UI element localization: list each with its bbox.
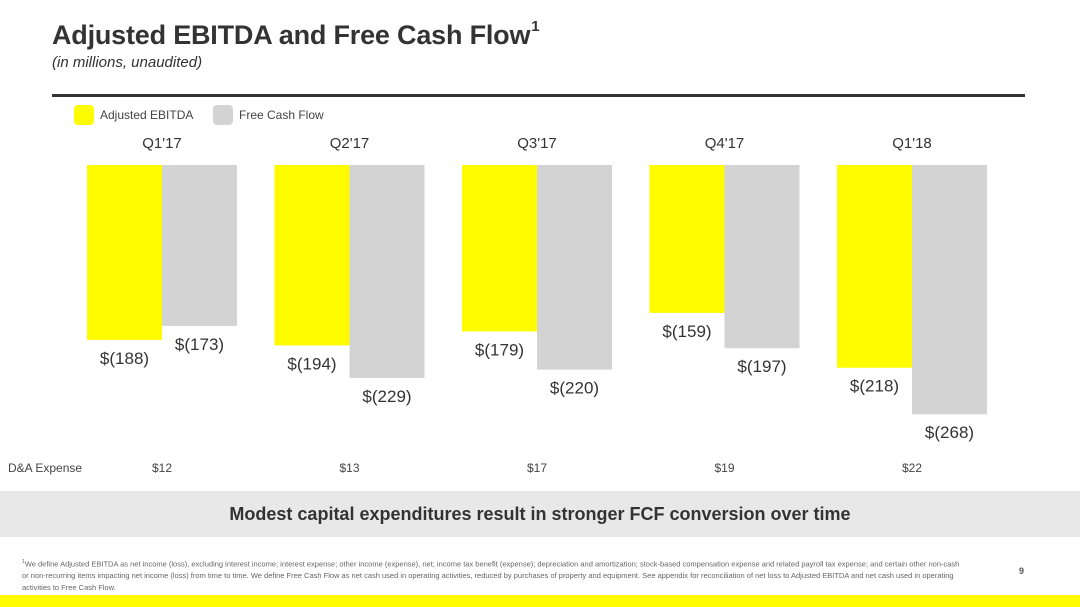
legend-swatch-adjusted-ebitda <box>74 105 94 125</box>
bar-free-cash-flow-q2-17 <box>349 165 425 378</box>
bar-adjusted-ebitda-q2-17 <box>274 165 350 346</box>
data-label-adjusted-ebitda-q4-17: $(159) <box>662 322 711 341</box>
data-label-free-cash-flow-q3-17: $(220) <box>550 379 599 398</box>
data-label-free-cash-flow-q4-17: $(197) <box>737 357 786 376</box>
title-divider <box>52 94 1025 97</box>
data-label-adjusted-ebitda-q1-18: $(218) <box>850 377 899 396</box>
page-title: Adjusted EBITDA and Free Cash Flow1 <box>52 18 540 51</box>
bottom-accent-bar <box>0 595 1080 607</box>
bar-free-cash-flow-q1-18 <box>912 165 987 415</box>
legend-item-free-cash-flow: Free Cash Flow <box>213 103 324 127</box>
da-expense-value-q4-17: $19 <box>714 461 734 475</box>
category-label-q2-17: Q2'17 <box>330 135 370 152</box>
footnote: 1We define Adjusted EBITDA as net income… <box>22 557 962 593</box>
title-text: Adjusted EBITDA and Free Cash Flow <box>52 20 531 50</box>
subtitle: (in millions, unaudited) <box>52 54 203 71</box>
da-expense-value-q2-17: $13 <box>339 461 359 475</box>
legend-label-free-cash-flow: Free Cash Flow <box>239 108 324 122</box>
footnote-mark: 1 <box>22 559 25 565</box>
data-label-adjusted-ebitda-q2-17: $(194) <box>287 354 336 373</box>
key-takeaway-banner: Modest capital expenditures result in st… <box>0 491 1080 537</box>
category-label-q1-17: Q1'17 <box>142 135 182 152</box>
bar-adjusted-ebitda-q1-18 <box>837 165 912 368</box>
bar-free-cash-flow-q4-17 <box>724 165 800 349</box>
bar-free-cash-flow-q1-17 <box>162 165 237 326</box>
data-label-adjusted-ebitda-q1-17: $(188) <box>100 349 149 368</box>
legend-item-adjusted-ebitda: Adjusted EBITDA <box>74 103 193 127</box>
bar-adjusted-ebitda-q1-17 <box>87 165 162 340</box>
data-label-free-cash-flow-q2-17: $(229) <box>362 387 411 406</box>
data-label-free-cash-flow-q1-17: $(173) <box>175 335 224 354</box>
data-label-free-cash-flow-q1-18: $(268) <box>925 423 974 442</box>
da-expense-value-q3-17: $17 <box>527 461 547 475</box>
key-takeaway-text: Modest capital expenditures result in st… <box>229 503 851 524</box>
title-footnote-mark: 1 <box>531 18 540 35</box>
da-expense-label: D&A Expense <box>8 461 82 475</box>
ebitda-fcf-chart: Q1'17 $(188) $(173) $12 Q2'17 $(194) $(229) $13… <box>8 135 987 475</box>
da-expense-value-q1-18: $22 <box>902 461 922 475</box>
category-label-q4-17: Q4'17 <box>705 135 745 152</box>
data-label-adjusted-ebitda-q3-17: $(179) <box>475 340 524 359</box>
footnote-text: We define Adjusted EBITDA as net income … <box>22 559 960 592</box>
category-label-q3-17: Q3'17 <box>517 135 557 152</box>
bar-adjusted-ebitda-q3-17 <box>462 165 537 332</box>
category-label-q1-18: Q1'18 <box>892 135 932 152</box>
bar-free-cash-flow-q3-17 <box>537 165 612 370</box>
bar-adjusted-ebitda-q4-17 <box>649 165 725 313</box>
da-expense-value-q1-17: $12 <box>152 461 172 475</box>
legend-swatch-free-cash-flow <box>213 105 233 125</box>
legend-label-adjusted-ebitda: Adjusted EBITDA <box>100 108 194 122</box>
page-number: 9 <box>1019 566 1025 576</box>
